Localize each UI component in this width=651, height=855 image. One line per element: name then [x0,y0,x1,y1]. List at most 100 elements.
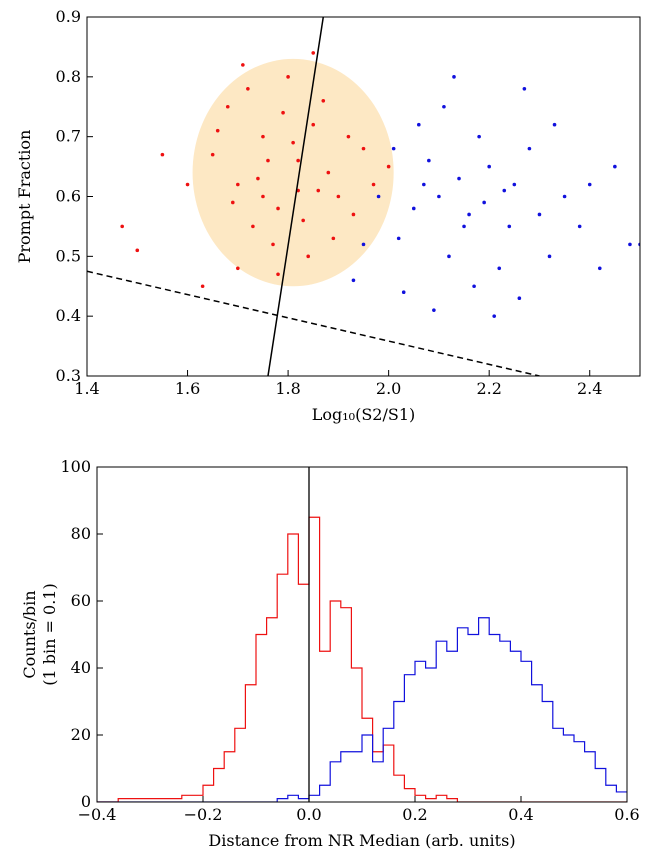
point [411,206,416,211]
point [361,242,366,247]
bin [585,752,596,802]
bin [468,635,479,803]
bin [595,769,606,803]
y-tick-label: 0.3 [56,366,81,385]
bin [373,762,384,802]
bin [309,517,320,802]
plot-area [87,17,640,376]
cut-line [87,270,540,376]
bin [542,702,553,803]
bin [256,635,267,803]
cut-line [267,17,325,376]
point [311,51,316,55]
point [422,182,426,187]
y-tick-label: 0.8 [56,67,81,86]
bin [182,795,193,802]
plot-area [97,467,627,802]
y-tick-label: 0 [81,792,91,811]
bin [288,534,299,802]
point [241,63,245,67]
bin [510,651,521,802]
point [261,134,265,139]
bin [521,661,532,802]
point [351,212,356,217]
point [492,314,497,318]
point [432,308,436,312]
point [371,182,376,187]
y-tick-label: 80 [71,524,91,543]
point [361,146,366,151]
point [286,75,290,79]
point [417,122,421,127]
bin [574,742,585,802]
point [547,254,552,259]
point [296,158,300,163]
point [135,248,140,253]
bin [553,728,564,802]
point [597,266,602,271]
bin [288,795,299,802]
bin [330,762,341,802]
bin [532,685,543,802]
point [396,236,401,241]
bin [616,792,627,802]
point [291,140,295,145]
bin [351,752,362,802]
bin [606,785,617,802]
point [386,164,391,169]
x-tick-label: 1.8 [275,379,300,398]
point [522,87,527,91]
point [477,134,481,139]
point [160,152,165,157]
bin [320,785,331,802]
x-tick-label: 0.6 [614,805,639,824]
point [502,188,507,193]
point [613,164,617,169]
point [276,206,280,211]
x-tick-label: 2.0 [376,379,401,398]
point [391,146,396,151]
point [200,284,205,289]
bin [479,618,490,802]
point [120,224,124,229]
x-axis-label: Distance from NR Median (arb. units) [208,831,515,850]
point [230,200,235,205]
point [507,224,512,229]
histogram-outline [97,617,627,802]
point [251,224,255,229]
bin [426,668,437,802]
point [462,224,466,229]
y-axis-label: Counts/bin [20,590,39,678]
point [271,242,275,247]
bin [447,651,458,802]
point [517,296,522,301]
bin [277,574,288,802]
bin [394,702,405,803]
point [185,182,190,187]
y-tick-label: 20 [71,725,91,744]
point [527,146,532,151]
y-tick-label: 0.9 [56,7,81,26]
point [236,182,240,187]
bin [500,641,511,802]
point [301,218,305,223]
x-tick-label: 0.0 [296,805,321,824]
x-tick-label: 0.2 [402,805,427,824]
point [497,266,502,271]
point [467,212,471,217]
point [537,212,542,217]
shaded-region [192,58,394,287]
x-tick-label: 1.4 [74,379,99,398]
point [336,194,341,199]
point [261,194,265,199]
x-tick-label: 2.4 [577,379,602,398]
x-tick-label: −0.2 [184,805,223,824]
point [266,158,270,163]
point [552,122,557,127]
point [482,200,486,205]
point [326,170,331,175]
point [316,188,321,193]
y-axis-label: (1 bin = 0.1) [40,583,59,685]
bin [267,618,278,802]
